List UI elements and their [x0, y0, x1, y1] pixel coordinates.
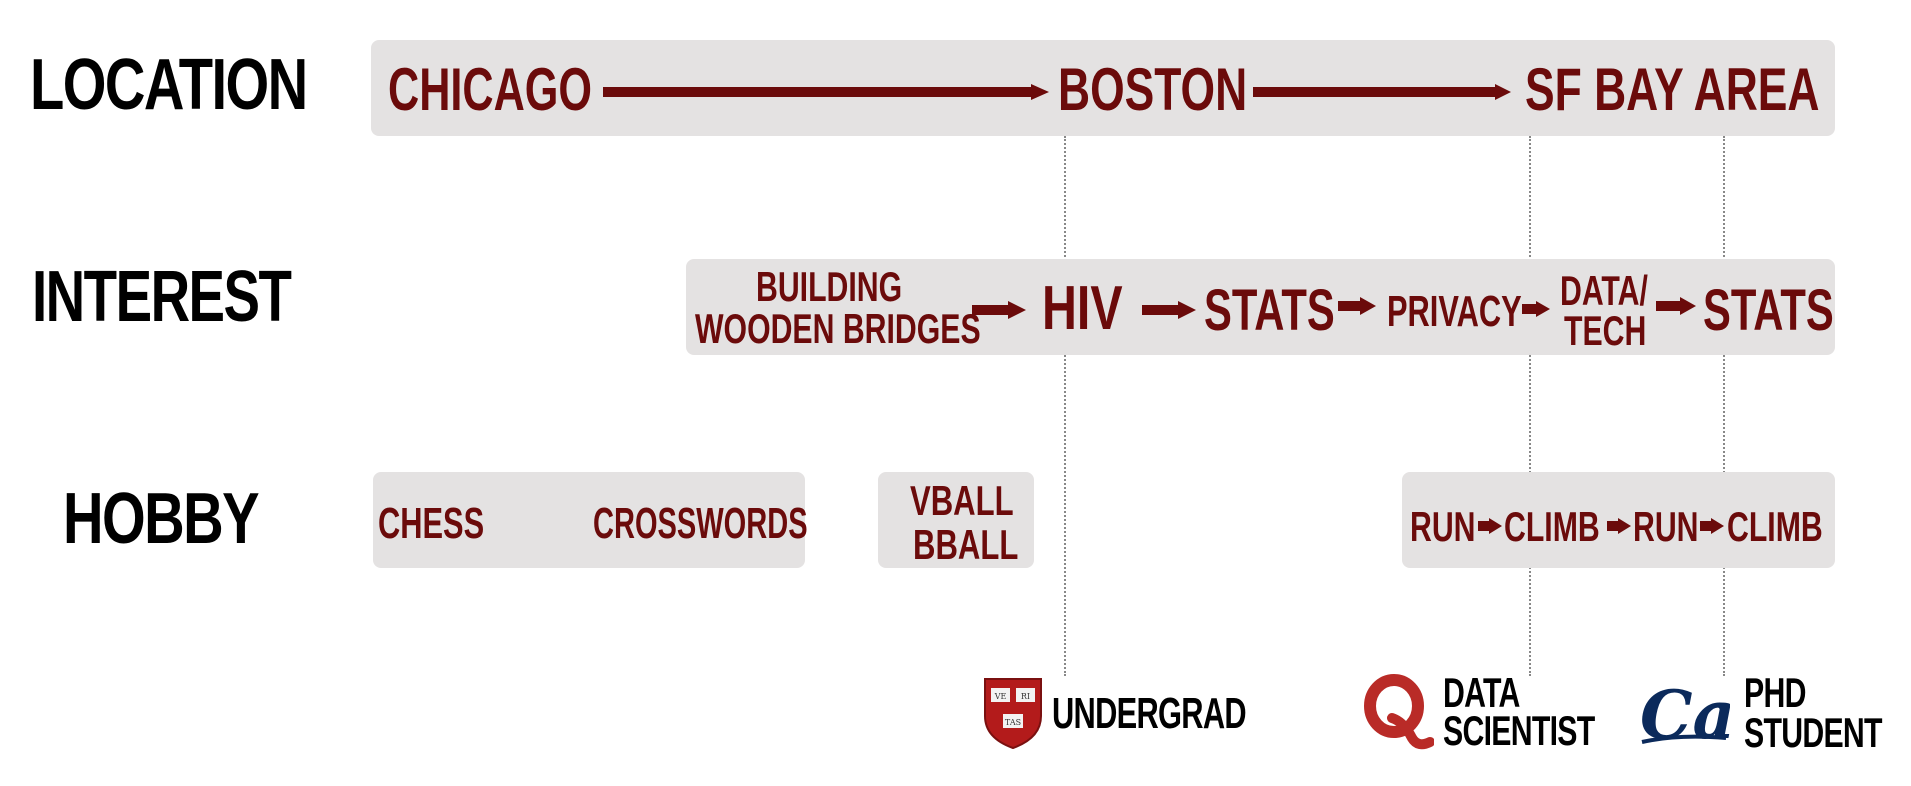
interest-arrow-2 [1142, 301, 1196, 319]
row-label-interest: INTEREST [32, 257, 292, 337]
hobby-run-1: RUN [1410, 503, 1476, 550]
interest-stage-tech: TECH [1564, 307, 1647, 354]
location-stage-sf-bay-area: SF BAY AREA [1525, 56, 1820, 123]
harvard-shield-icon: VE RI TAS [984, 678, 1042, 750]
interest-band [686, 259, 1835, 355]
hobby-crosswords: CROSSWORDS [593, 499, 808, 548]
hobby-chess: CHESS [378, 499, 485, 548]
interest-arrow-1 [972, 301, 1026, 319]
hobby-climb-2: CLIMB [1727, 503, 1823, 550]
svg-text:VE: VE [994, 692, 1007, 701]
interest-stage-stats-2: STATS [1703, 278, 1834, 343]
connector-data-scientist [1529, 136, 1531, 676]
connector-phd [1723, 136, 1725, 676]
row-label-hobby: HOBBY [63, 479, 260, 559]
hobby-band-2 [878, 472, 1034, 568]
interest-arrow-5 [1656, 297, 1696, 315]
svg-text:RI: RI [1021, 692, 1030, 701]
hobby-arrow-1 [1478, 518, 1502, 534]
interest-stage-hiv: HIV [1042, 274, 1123, 343]
row-label-location: LOCATION [30, 45, 308, 125]
svg-text:TAS: TAS [1005, 718, 1021, 727]
cal-logo-icon: Cal [1640, 676, 1730, 748]
hobby-arrow-2 [1607, 518, 1631, 534]
hobby-vball: VBALL [910, 477, 1014, 524]
connector-undergrad [1064, 136, 1066, 676]
interest-arrow-3 [1338, 297, 1376, 315]
quora-q-icon [1364, 674, 1434, 750]
milestone-undergrad-label: UNDERGRAD [1052, 689, 1247, 738]
milestone-phd-line-1: PHD [1744, 669, 1806, 716]
milestone-data-scientist-line-2: SCIENTIST [1443, 707, 1595, 754]
hobby-run-2: RUN [1633, 503, 1699, 550]
interest-stage-privacy: PRIVACY [1387, 287, 1522, 336]
interest-stage-wooden-bridges: WOODEN BRIDGES [695, 305, 981, 352]
hobby-band-1 [373, 472, 805, 568]
location-stage-boston: BOSTON [1058, 56, 1248, 123]
location-arrow-2 [1253, 84, 1511, 100]
milestone-phd-line-2: STUDENT [1744, 709, 1882, 756]
interest-stage-building: BUILDING [756, 263, 903, 310]
hobby-climb-1: CLIMB [1504, 503, 1600, 550]
location-arrow-1 [603, 84, 1049, 100]
interest-stage-stats-1: STATS [1204, 278, 1335, 343]
hobby-arrow-3 [1700, 518, 1724, 534]
hobby-bball: BBALL [913, 521, 1019, 568]
interest-stage-data: DATA/ [1560, 267, 1648, 314]
milestone-data-scientist-line-1: DATA [1443, 669, 1520, 716]
location-stage-chicago: CHICAGO [388, 56, 593, 123]
interest-arrow-4 [1522, 301, 1550, 317]
